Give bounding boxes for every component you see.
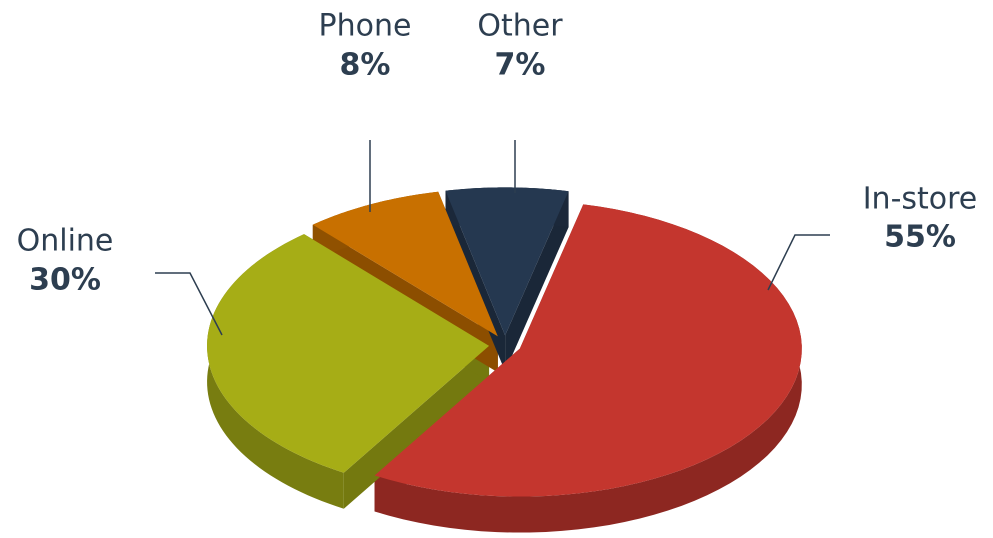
slice-label: Phone — [319, 9, 412, 44]
slice-edge — [343, 345, 490, 509]
slice-edge — [505, 191, 569, 372]
value-label: 7% — [495, 48, 546, 83]
pie — [207, 187, 802, 533]
leader-line — [155, 272, 223, 336]
slice-label: Online — [17, 224, 114, 259]
slice — [445, 187, 569, 336]
value-label: 55% — [884, 220, 956, 255]
leader-line — [767, 234, 830, 291]
value-label: 30% — [29, 263, 101, 298]
slice-tops — [207, 187, 802, 497]
slice-label: In-store — [863, 182, 978, 217]
slice-wall — [374, 204, 802, 533]
value-label: 8% — [340, 48, 391, 83]
slice-label: Other — [477, 9, 563, 44]
slice — [312, 191, 498, 337]
slice — [374, 204, 802, 497]
slice — [207, 234, 490, 473]
